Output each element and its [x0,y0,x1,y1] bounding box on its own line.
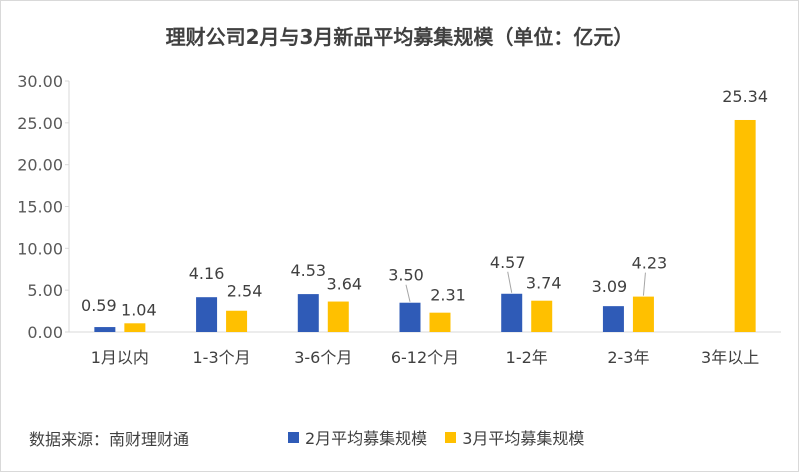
bar-feb [297,294,319,332]
source-note: 数据来源：南财理财通 [29,430,190,449]
bar-feb [501,293,523,332]
data-label-leader [405,284,411,302]
data-label-feb: 0.59 [81,296,117,315]
data-label-mar: 25.34 [722,87,768,106]
x-category-label: 2-3年 [607,348,649,367]
y-tick-label: 5.00 [27,281,63,300]
legend-item-mar: 3月平均募集规模 [445,425,584,449]
x-category-label: 1月以内 [91,348,149,367]
data-label-feb: 3.09 [592,277,628,296]
data-label-feb: 4.53 [290,261,326,280]
x-category-label: 1-2年 [506,348,548,367]
legend-swatch-feb [288,431,299,443]
x-category-label: 3年以上 [701,348,759,367]
bar-mar [531,300,553,332]
data-label-leader [642,272,646,296]
y-tick-label: 0.00 [27,323,63,342]
data-label-feb: 3.50 [388,266,424,285]
y-tick-label: 30.00 [17,72,63,91]
y-tick-label: 25.00 [17,114,63,133]
x-category-label: 6-12个月 [391,348,459,367]
y-tick-label: 15.00 [17,198,63,217]
legend-swatch-mar [445,431,457,443]
bar-mar [632,296,654,332]
data-label-mar: 3.74 [526,274,562,293]
legend-label-feb: 2月平均募集规模 [305,429,428,448]
y-tick-label: 20.00 [17,156,63,175]
data-label-leader [507,271,513,293]
data-label-mar: 2.31 [430,286,466,305]
bar-mar [734,119,756,332]
data-label-feb: 4.16 [189,264,225,283]
chart-title: 理财公司2月与3月新品平均募集规模（单位：亿元） [165,25,634,49]
bar-feb [196,297,218,332]
x-category-label: 3-6个月 [294,348,352,367]
data-label-mar: 4.23 [632,254,668,273]
bar-mar [124,323,146,332]
legend-item-feb: 2月平均募集规模 [288,425,427,449]
bar-feb [94,327,116,332]
y-tick-label: 10.00 [17,239,63,258]
legend-label-mar: 3月平均募集规模 [462,429,585,448]
data-label-mar: 2.54 [227,282,263,301]
bar-feb [602,306,624,332]
data-label-mar: 3.64 [326,275,362,294]
legend: 2月平均募集规模 3月平均募集规模 [288,425,584,449]
data-label-mar: 1.04 [121,300,157,319]
bar-feb [399,302,421,332]
data-label-feb: 4.57 [490,253,526,272]
bar-chart-plot: 0.00 5.00 10.00 15.00 20.00 25.00 30.00 1月以内 1-3… [17,72,781,367]
x-category-label: 1-3个月 [193,348,251,367]
bar-mar [429,312,451,332]
bar-mar [327,301,349,332]
bar-mar [226,310,248,332]
